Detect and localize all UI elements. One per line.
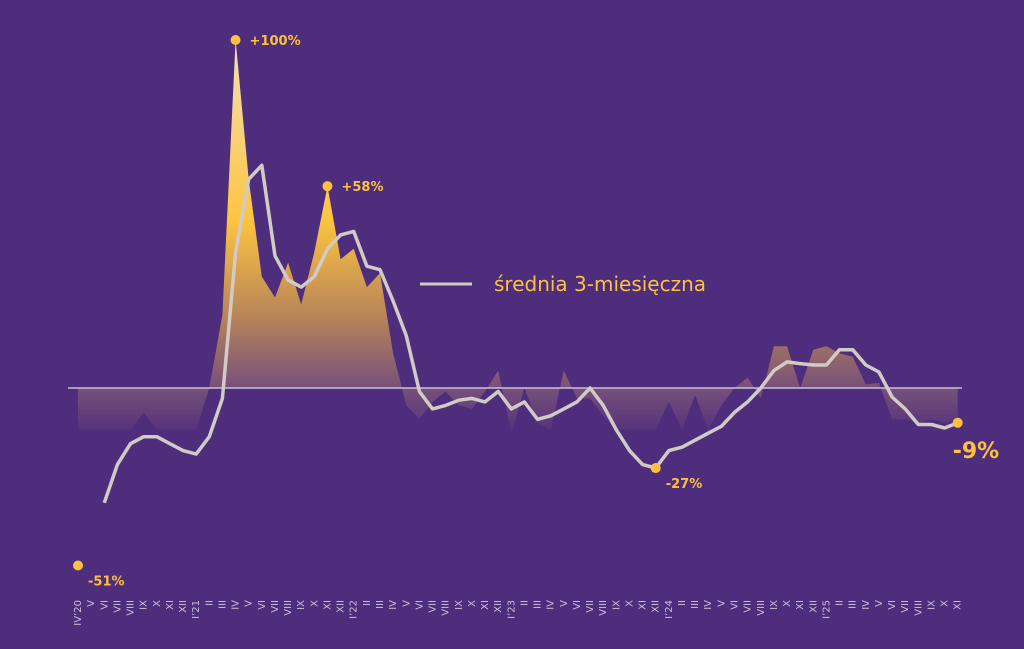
x-tick-label: XI (953, 600, 964, 610)
x-tick-label: IV (231, 600, 242, 610)
x-tick-label: VII (743, 600, 754, 613)
monthly-change-area (78, 40, 958, 434)
x-tick-label: I’23 (506, 600, 517, 619)
x-tick-label: VIII (283, 600, 294, 616)
x-tick-label: V (559, 600, 570, 607)
x-tick-label: VII (900, 600, 911, 613)
x-tick-label: II (677, 600, 688, 606)
x-tick-label: X (309, 600, 320, 607)
annotation-layer: -51% +100% +58% -27% -9% (73, 34, 999, 589)
x-tick-label: XII (651, 600, 662, 613)
x-tick-label: III (848, 600, 859, 609)
x-tick-label: IV’20 (73, 600, 84, 626)
annotation-dot (952, 417, 963, 428)
x-tick-label: III (533, 600, 544, 609)
x-tick-label: V (401, 600, 412, 607)
x-tick-label: IV (388, 600, 399, 610)
legend-label: średnia 3-miesięczna (494, 272, 706, 296)
x-tick-label: V (244, 600, 255, 607)
annotation-dot (230, 35, 241, 45)
x-tick-label: VIII (441, 600, 452, 616)
x-tick-label: XI (480, 600, 491, 610)
x-tick-label: V (86, 600, 97, 607)
x-tick-label: XII (808, 600, 819, 613)
legend: średnia 3-miesięczna (420, 272, 706, 296)
x-tick-label: VI (99, 600, 110, 610)
x-tick-label: VIII (756, 600, 767, 616)
x-axis-ticks: IV’20 V VI VII VIII IX X XI XII I’21 II III IV V VI VII… (73, 600, 964, 626)
line-layer (102, 163, 959, 504)
x-tick-label: XII (493, 600, 504, 613)
annotation-label: -27% (666, 477, 703, 492)
x-tick-label: X (782, 600, 793, 607)
x-tick-label: XI (322, 600, 333, 610)
x-tick-label: XI (165, 600, 176, 610)
x-tick-label: IX (926, 600, 937, 610)
three-month-average-line (102, 163, 959, 504)
x-tick-label: IV (546, 600, 557, 610)
x-tick-label: VII (585, 600, 596, 613)
x-tick-label: VI (257, 600, 268, 610)
x-tick-label: II (362, 600, 373, 606)
x-tick-label: V (716, 600, 727, 607)
x-tick-label: III (375, 600, 386, 609)
x-tick-label: II (835, 600, 846, 606)
x-tick-label: IX (454, 600, 465, 610)
x-tick-label: X (152, 600, 163, 607)
x-tick-label: V (874, 600, 885, 607)
x-tick-label: VIII (598, 600, 609, 616)
x-tick-label: VII (270, 600, 281, 613)
x-tick-label: IV (861, 600, 872, 610)
x-tick-label: I’21 (191, 600, 202, 619)
annotation-label: +58% (341, 180, 383, 195)
x-tick-label: IV (703, 600, 714, 610)
x-tick-label: VII (428, 600, 439, 613)
x-tick-label: II (204, 600, 215, 606)
x-tick-label: X (624, 600, 635, 607)
x-tick-label: IX (139, 600, 150, 610)
x-tick-label: I’24 (664, 600, 675, 619)
x-tick-label: IX (769, 600, 780, 610)
x-tick-label: X (467, 600, 478, 607)
x-tick-label: VI (414, 600, 425, 610)
x-tick-label: III (690, 600, 701, 609)
x-tick-label: X (940, 600, 951, 607)
x-tick-label: XI (795, 600, 806, 610)
annotation-label: +100% (250, 34, 301, 49)
x-tick-label: VI (572, 600, 583, 610)
x-tick-label: IX (611, 600, 622, 610)
x-tick-label: IX (296, 600, 307, 610)
x-tick-label: VIII (126, 600, 137, 616)
annotation-label: -51% (88, 574, 125, 589)
x-tick-label: I’22 (349, 600, 360, 619)
annotation-dot (650, 463, 661, 474)
x-tick-label: VIII (913, 600, 924, 616)
x-tick-label: I’25 (821, 600, 832, 619)
area-layer (78, 40, 958, 434)
annotation-dot (73, 560, 83, 571)
annotation-label: -9% (953, 439, 999, 464)
x-tick-label: VII (112, 600, 123, 613)
x-tick-label: VI (730, 600, 741, 610)
x-tick-label: XII (178, 600, 189, 613)
x-tick-label: II (519, 600, 530, 606)
x-tick-label: VI (887, 600, 898, 610)
x-tick-label: III (217, 600, 228, 609)
annotation-dot (322, 181, 333, 192)
x-tick-label: XII (336, 600, 347, 613)
x-tick-label: XI (638, 600, 649, 610)
